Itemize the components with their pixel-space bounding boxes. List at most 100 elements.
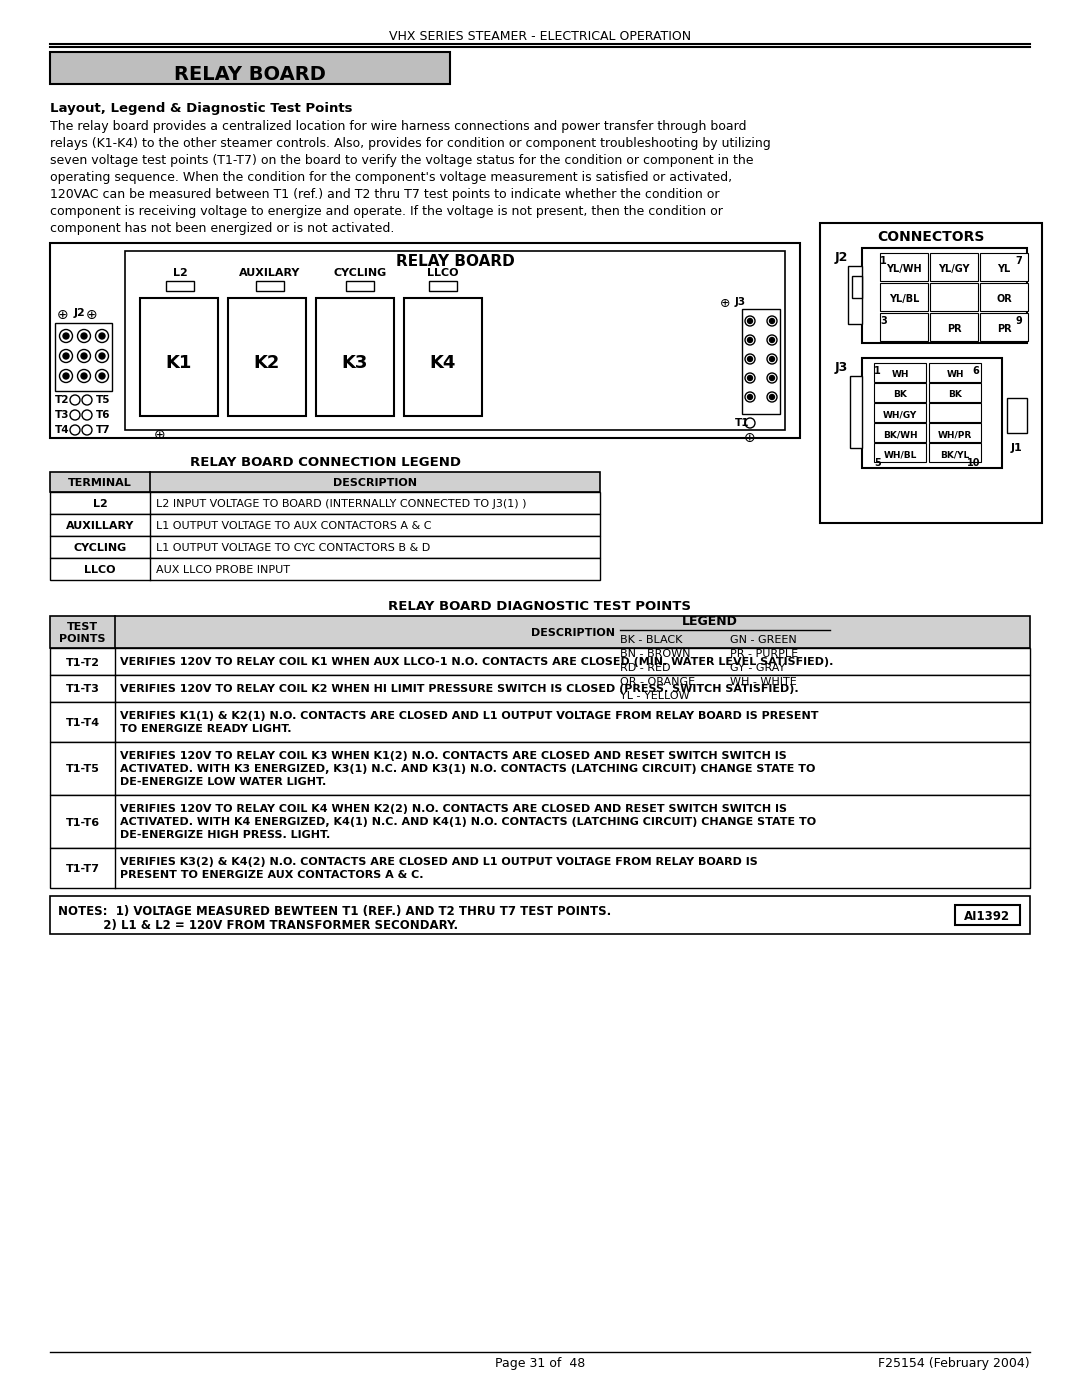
Text: CONNECTORS: CONNECTORS — [877, 231, 985, 244]
Bar — [50, 557, 600, 580]
Text: AUX LLCO PROBE INPUT: AUX LLCO PROBE INPUT — [156, 564, 291, 576]
Bar — [820, 224, 1042, 522]
Text: LLCO: LLCO — [428, 268, 459, 278]
Circle shape — [63, 332, 69, 339]
Bar — [874, 383, 926, 402]
Circle shape — [769, 319, 774, 324]
Text: F25154 (February 2004): F25154 (February 2004) — [878, 1356, 1030, 1370]
Text: T1-T4: T1-T4 — [66, 718, 99, 728]
Text: T2: T2 — [55, 395, 69, 405]
Text: YL/BL: YL/BL — [889, 293, 919, 305]
Text: T1-T7: T1-T7 — [66, 863, 99, 875]
Text: ⊕: ⊕ — [744, 432, 756, 446]
Circle shape — [59, 369, 72, 383]
Text: ⊕: ⊕ — [86, 307, 98, 321]
Circle shape — [767, 335, 777, 345]
Text: ⊕: ⊕ — [154, 427, 166, 441]
Bar — [929, 402, 981, 422]
Bar — [874, 402, 926, 422]
Text: VERIFIES K1(1) & K2(1) N.O. CONTACTS ARE CLOSED AND L1 OUTPUT VOLTAGE FROM RELAY: VERIFIES K1(1) & K2(1) N.O. CONTACTS ARE… — [120, 711, 819, 721]
Text: 7: 7 — [1015, 256, 1022, 265]
Text: L2: L2 — [93, 499, 107, 509]
Bar — [316, 298, 394, 416]
Circle shape — [767, 393, 777, 402]
Circle shape — [767, 373, 777, 383]
Text: RELAY BOARD DIAGNOSTIC TEST POINTS: RELAY BOARD DIAGNOSTIC TEST POINTS — [389, 599, 691, 613]
Text: VERIFIES 120V TO RELAY COIL K4 WHEN K2(2) N.O. CONTACTS ARE CLOSED AND RESET SWI: VERIFIES 120V TO RELAY COIL K4 WHEN K2(2… — [120, 805, 787, 814]
Bar — [346, 281, 374, 291]
Text: 1: 1 — [874, 366, 881, 376]
Text: RD - RED: RD - RED — [620, 664, 671, 673]
Circle shape — [95, 369, 108, 383]
Text: WH/BL: WH/BL — [883, 450, 917, 460]
Bar — [742, 309, 780, 414]
Text: ⊕: ⊕ — [57, 307, 69, 321]
Text: DESCRIPTION: DESCRIPTION — [530, 629, 615, 638]
Text: VERIFIES 120V TO RELAY COIL K1 WHEN AUX LLCO-1 N.O. CONTACTS ARE CLOSED (MIN. WA: VERIFIES 120V TO RELAY COIL K1 WHEN AUX … — [120, 657, 834, 666]
Text: T1: T1 — [735, 418, 750, 427]
Text: VERIFIES K3(2) & K4(2) N.O. CONTACTS ARE CLOSED AND L1 OUTPUT VOLTAGE FROM RELAY: VERIFIES K3(2) & K4(2) N.O. CONTACTS ARE… — [120, 856, 758, 868]
Text: GY - GRAY: GY - GRAY — [730, 664, 785, 673]
Bar — [980, 313, 1028, 341]
Circle shape — [82, 409, 92, 420]
Text: RELAY BOARD CONNECTION LEGEND: RELAY BOARD CONNECTION LEGEND — [189, 455, 460, 469]
Text: The relay board provides a centralized location for wire harness connections and: The relay board provides a centralized l… — [50, 120, 746, 133]
Text: T6: T6 — [96, 409, 110, 420]
Bar — [880, 313, 928, 341]
Circle shape — [95, 349, 108, 362]
Text: T1-T3: T1-T3 — [66, 685, 99, 694]
Bar — [874, 363, 926, 381]
Text: T1-T2: T1-T2 — [66, 658, 99, 668]
Text: 6: 6 — [972, 366, 978, 376]
Circle shape — [82, 395, 92, 405]
Bar — [50, 492, 600, 514]
Text: J3: J3 — [735, 298, 746, 307]
Bar — [404, 298, 482, 416]
Bar — [848, 265, 862, 324]
Bar — [930, 253, 978, 281]
Text: YL - YELLOW: YL - YELLOW — [620, 692, 690, 701]
Bar — [955, 905, 1020, 925]
Text: TO ENERGIZE READY LIGHT.: TO ENERGIZE READY LIGHT. — [120, 724, 292, 733]
Circle shape — [70, 425, 80, 434]
Text: TERMINAL: TERMINAL — [68, 478, 132, 488]
Text: PR: PR — [997, 324, 1011, 334]
Text: DESCRIPTION: DESCRIPTION — [333, 478, 417, 488]
Text: BK: BK — [948, 390, 962, 400]
Circle shape — [99, 373, 105, 379]
Bar — [929, 363, 981, 381]
Text: YL/WH: YL/WH — [887, 264, 922, 274]
Text: OR: OR — [996, 293, 1012, 305]
Circle shape — [767, 316, 777, 326]
Text: L1 OUTPUT VOLTAGE TO CYC CONTACTORS B & D: L1 OUTPUT VOLTAGE TO CYC CONTACTORS B & … — [156, 543, 430, 553]
Circle shape — [745, 373, 755, 383]
Circle shape — [747, 356, 753, 362]
Text: 9: 9 — [1015, 316, 1022, 326]
Circle shape — [70, 409, 80, 420]
Text: TEST
POINTS: TEST POINTS — [59, 622, 106, 644]
Text: PRESENT TO ENERGIZE AUX CONTACTORS A & C.: PRESENT TO ENERGIZE AUX CONTACTORS A & C… — [120, 870, 423, 880]
Text: LEGEND: LEGEND — [683, 615, 738, 629]
Text: RELAY BOARD: RELAY BOARD — [395, 253, 514, 268]
Circle shape — [82, 425, 92, 434]
Circle shape — [745, 353, 755, 365]
Text: BK - BLACK: BK - BLACK — [620, 636, 683, 645]
Text: PR - PURPLE: PR - PURPLE — [730, 650, 798, 659]
Text: WH: WH — [946, 370, 963, 379]
Text: ACTIVATED. WITH K3 ENERGIZED, K3(1) N.C. AND K3(1) N.O. CONTACTS (LATCHING CIRCU: ACTIVATED. WITH K3 ENERGIZED, K3(1) N.C.… — [120, 764, 815, 774]
Text: NOTES:  1) VOLTAGE MEASURED BEWTEEN T1 (REF.) AND T2 THRU T7 TEST POINTS.: NOTES: 1) VOLTAGE MEASURED BEWTEEN T1 (R… — [58, 905, 611, 918]
Bar — [50, 895, 1030, 935]
Bar — [50, 514, 600, 536]
Bar — [140, 298, 218, 416]
Text: K3: K3 — [341, 353, 368, 372]
Text: seven voltage test points (T1-T7) on the board to verify the voltage status for : seven voltage test points (T1-T7) on the… — [50, 154, 754, 168]
Bar — [929, 443, 981, 462]
Bar — [55, 323, 112, 391]
Circle shape — [81, 353, 87, 359]
Text: WH/GY: WH/GY — [882, 409, 917, 419]
Text: K1: K1 — [166, 353, 192, 372]
Bar — [874, 423, 926, 441]
Circle shape — [99, 332, 105, 339]
Bar — [50, 472, 600, 492]
Text: Layout, Legend & Diagnostic Test Points: Layout, Legend & Diagnostic Test Points — [50, 102, 352, 115]
